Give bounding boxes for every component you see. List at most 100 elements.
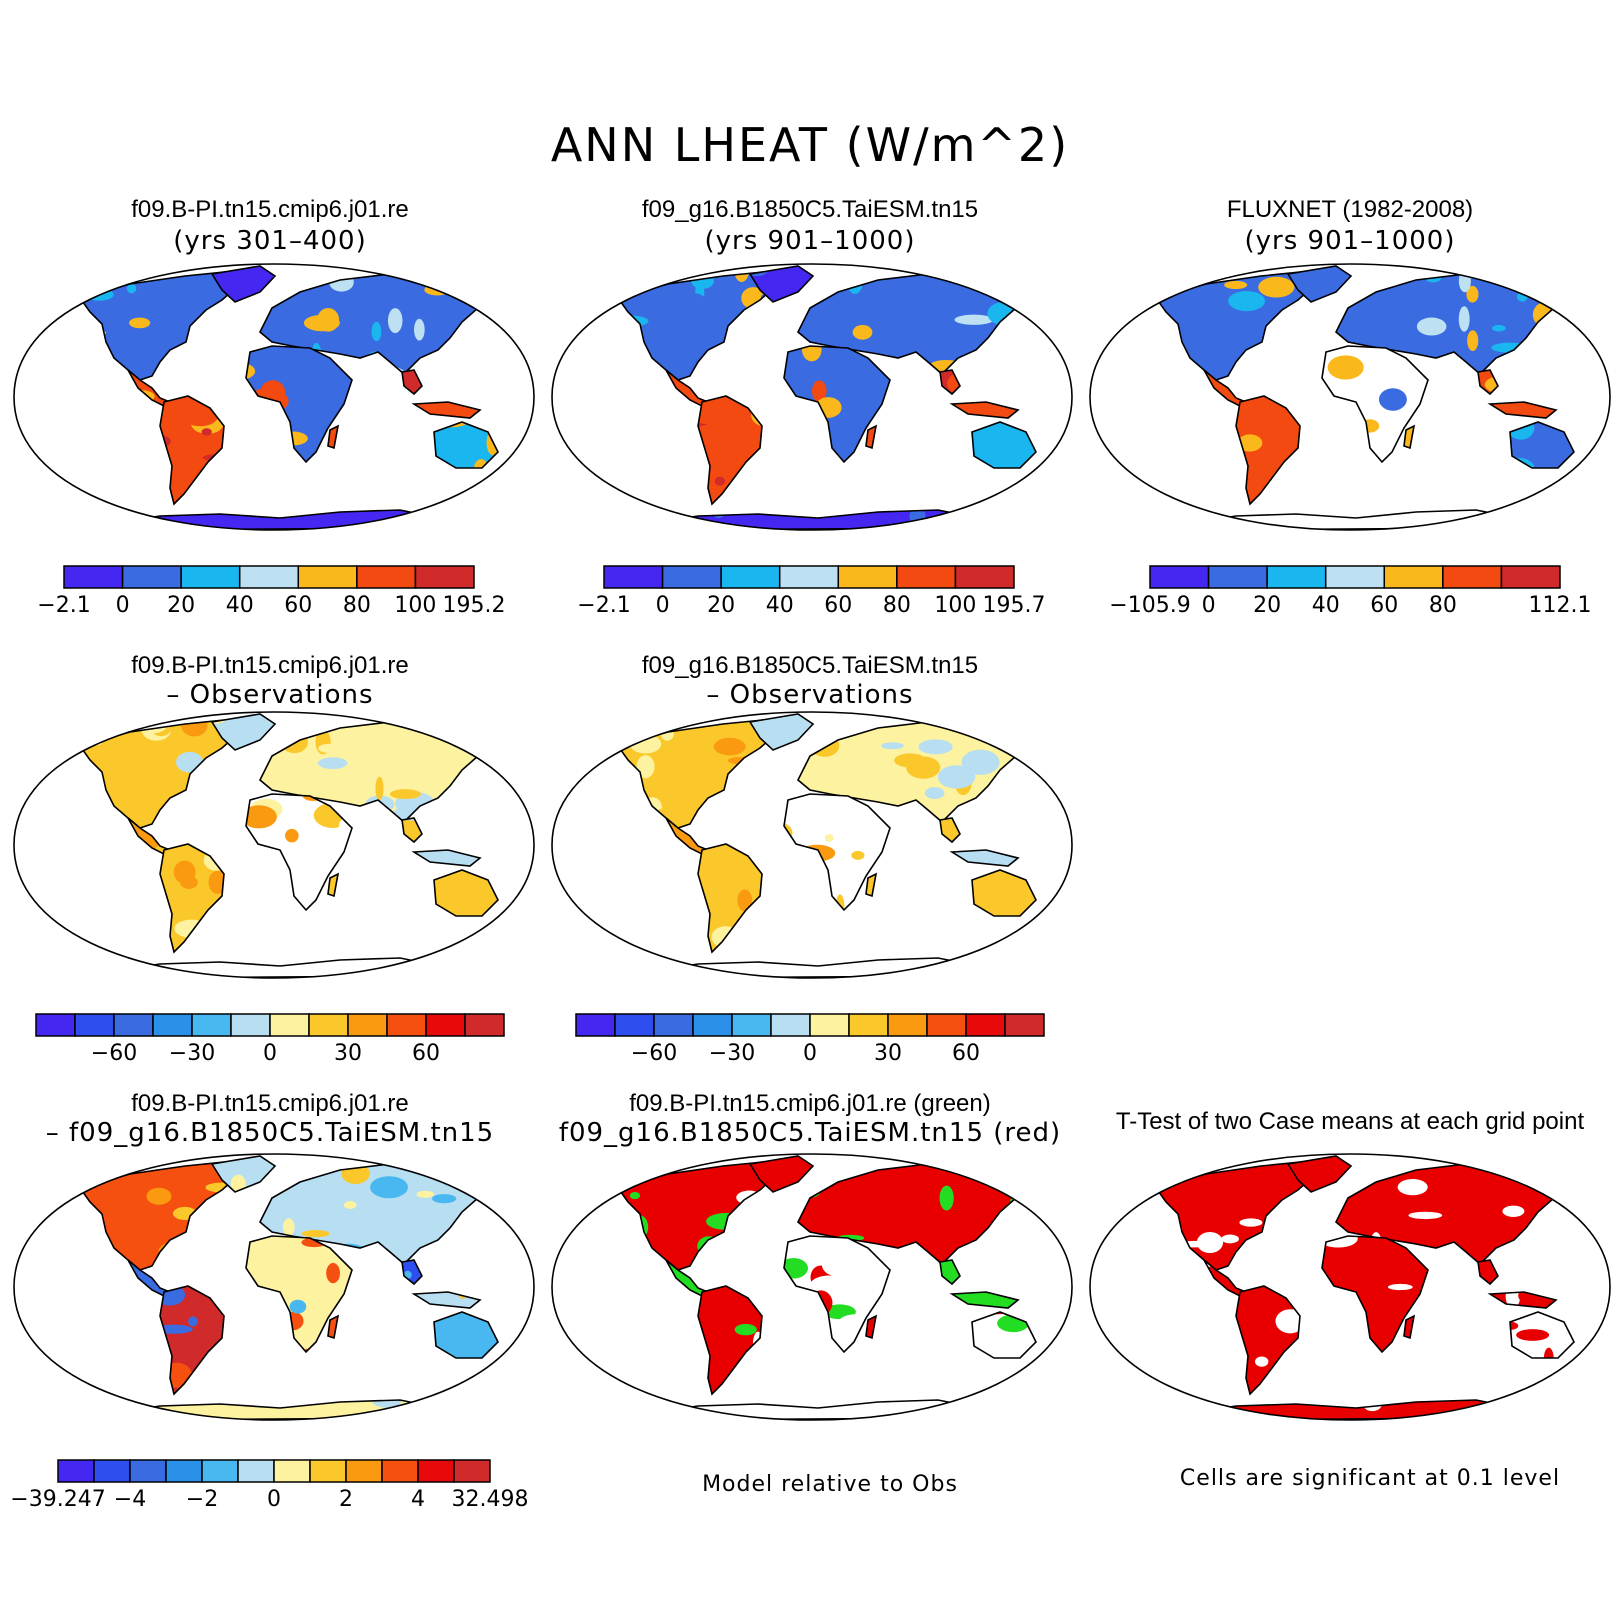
land-madagascar [866, 874, 876, 896]
colorbar-swatch [464, 1013, 505, 1037]
colorbar-tick-label: 80 [343, 593, 371, 618]
colorbar-swatch [1442, 565, 1503, 589]
colorbar-tick-label: 20 [707, 593, 735, 618]
colorbar-swatch [381, 1459, 419, 1483]
colorbar-swatch [345, 1459, 383, 1483]
colorbar-tick-label: 0 [263, 1041, 277, 1066]
colorbar-tick-label: 60 [952, 1041, 980, 1066]
map-panel-1 [13, 263, 535, 531]
colorbar-panel-4: −60 −30 0 30 60 [35, 1013, 505, 1066]
map-panel-6 [13, 1153, 535, 1421]
map-panel-2 [551, 263, 1073, 531]
panel-7-subtitle: f09_g16.B1850C5.TaiESM.tn15 (red) [558, 1118, 1062, 1148]
colorbar-tick-label: 0 [116, 593, 130, 618]
colorbar-tick-label: 100 [394, 593, 436, 618]
colorbar-swatch [93, 1459, 131, 1483]
colorbar-swatch [57, 1459, 95, 1483]
colorbar-swatch [273, 1459, 311, 1483]
colorbar-tick-label: −2 [186, 1487, 218, 1512]
colorbar-swatch [926, 1013, 967, 1037]
panel-1-title: f09.B-PI.tn15.cmip6.j01.re [131, 196, 409, 223]
colorbar-swatch [1004, 1013, 1045, 1037]
colorbar-tick-label: 4 [411, 1487, 425, 1512]
colorbar-swatch [129, 1459, 167, 1483]
colorbar-swatch [1383, 565, 1444, 589]
panel-7-title: f09.B-PI.tn15.cmip6.j01.re (green) [629, 1090, 991, 1117]
colorbar-tick-label: 20 [167, 593, 195, 618]
colorbar-tick-label: 20 [1253, 593, 1281, 618]
colorbar-swatch [201, 1459, 239, 1483]
colorbar-swatch [809, 1013, 850, 1037]
colorbar-panel-2: −2.1 0 20 40 60 80 100 195.7 [577, 565, 1046, 618]
colorbar-swatch [237, 1459, 275, 1483]
colorbar-swatch [575, 1013, 616, 1037]
colorbar-swatch [1149, 565, 1210, 589]
colorbar-swatch [165, 1459, 203, 1483]
colorbar-swatch [414, 565, 475, 589]
panel-8-title: T-Test of two Case means at each grid po… [1115, 1108, 1585, 1135]
land-africa [246, 1236, 352, 1352]
colorbar-swatch [309, 1459, 347, 1483]
land-africa [784, 794, 890, 910]
panel-5-title: f09_g16.B1850C5.TaiESM.tn15 [641, 652, 979, 679]
colorbar-tick-label: 32.498 [452, 1487, 529, 1512]
land-madagascar [328, 426, 338, 448]
colorbar-tick-label: 195.7 [983, 593, 1046, 618]
colorbar-tick-label: 60 [284, 593, 312, 618]
colorbar-tick-label: 100 [934, 593, 976, 618]
colorbar-tick-label: −60 [91, 1041, 137, 1066]
map-panel-3 [1089, 263, 1611, 531]
colorbar-swatch [614, 1013, 655, 1037]
colorbar-panel-6: −39.247 −4 −2 0 2 4 32.498 [10, 1459, 529, 1512]
colorbar-swatch [453, 1459, 491, 1483]
panel-3-subtitle: (yrs 901–1000) [1244, 226, 1456, 256]
map-panel-4 [13, 711, 535, 979]
panel-7-footer: Model relative to Obs [702, 1472, 958, 1497]
land-madagascar [866, 426, 876, 448]
colorbar-tick-label: −105.9 [1109, 593, 1190, 618]
colorbar-tick-label: 60 [1370, 593, 1398, 618]
colorbar-tick-label: 40 [1312, 593, 1340, 618]
colorbar-tick-label: 30 [334, 1041, 362, 1066]
colorbar-tick-label: −4 [114, 1487, 146, 1512]
colorbar-tick-label: 80 [883, 593, 911, 618]
panel-4-subtitle: – Observations [166, 680, 374, 710]
colorbar-tick-label: 40 [766, 593, 794, 618]
colorbar-panel-3: −105.9 0 20 40 60 80 112.1 [1109, 565, 1591, 618]
colorbar-swatch [731, 1013, 772, 1037]
colorbar-swatch [1266, 565, 1327, 589]
colorbar-tick-label: 0 [656, 593, 670, 618]
panel-2-subtitle: (yrs 901–1000) [704, 226, 916, 256]
panel-3-title: FLUXNET (1982-2008) [1226, 196, 1474, 223]
map-panel-8 [1089, 1153, 1611, 1421]
colorbar-panel-5: −60 −30 0 30 60 [575, 1013, 1045, 1066]
colorbar-swatch [1207, 565, 1268, 589]
colorbar-swatch [1324, 565, 1386, 589]
colorbar-tick-label: 0 [267, 1487, 281, 1512]
main-title: ANN LHEAT (W/m^2) [550, 118, 1070, 172]
colorbar-swatch [770, 1013, 811, 1037]
colorbar-tick-label: 2 [339, 1487, 353, 1512]
colorbar-tick-label: 40 [226, 593, 254, 618]
colorbar-tick-label: −60 [631, 1041, 677, 1066]
panel-8-footer: Cells are significant at 0.1 level [1179, 1466, 1561, 1491]
colorbar-tick-label: 0 [803, 1041, 817, 1066]
land-madagascar [1404, 426, 1414, 448]
colorbar-tick-label: 30 [874, 1041, 902, 1066]
colorbar-tick-label: 60 [412, 1041, 440, 1066]
colorbar-tick-label: −30 [169, 1041, 215, 1066]
panel-5-subtitle: – Observations [706, 680, 914, 710]
map-panel-5 [551, 711, 1073, 979]
colorbar-swatch [887, 1013, 928, 1037]
colorbar-tick-label: 0 [1202, 593, 1216, 618]
colorbar-swatch [653, 1013, 694, 1037]
panel-6-subtitle: – f09_g16.B1850C5.TaiESM.tn15 [45, 1118, 495, 1148]
colorbar-swatch [417, 1459, 455, 1483]
colorbar-swatch [965, 1013, 1006, 1037]
colorbar-tick-label: −30 [709, 1041, 755, 1066]
colorbar-tick-label: 80 [1429, 593, 1457, 618]
colorbar-swatch [954, 565, 1015, 589]
panel-6-title: f09.B-PI.tn15.cmip6.j01.re [131, 1090, 409, 1117]
land-africa [246, 794, 352, 910]
panel-2-title: f09_g16.B1850C5.TaiESM.tn15 [641, 196, 979, 223]
